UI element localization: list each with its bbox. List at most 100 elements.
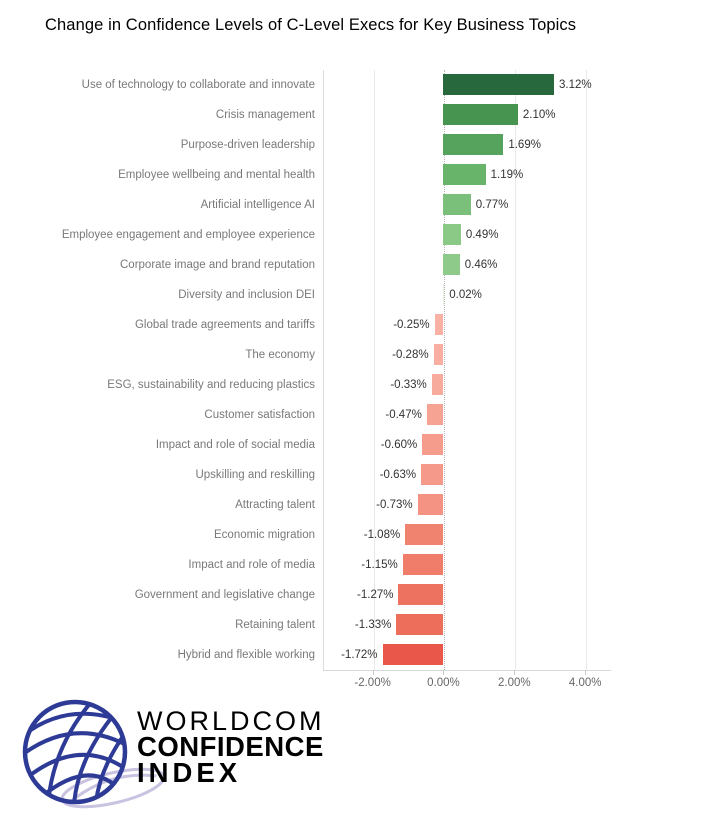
- axis-tick-mark: [514, 670, 516, 675]
- category-label[interactable]: Global trade agreements and tariffs: [134, 319, 315, 331]
- logo-index: INDEX: [137, 757, 242, 788]
- bar[interactable]: [443, 104, 518, 125]
- bar[interactable]: [443, 284, 445, 305]
- chart-row: ESG, sustainability and reducing plastic…: [0, 370, 610, 400]
- row-plot-area: -0.60%: [323, 430, 610, 460]
- row-plot-area: 0.02%: [323, 280, 610, 310]
- category-label[interactable]: Hybrid and flexible working: [177, 649, 315, 661]
- bar[interactable]: [443, 254, 460, 275]
- bar[interactable]: [431, 374, 444, 395]
- bar-value-label: -0.60%: [380, 439, 418, 451]
- bar-value-label: -1.72%: [341, 649, 378, 661]
- bar-value-label: -1.08%: [363, 529, 401, 541]
- chart-title: Change in Confidence Levels of C-Level E…: [45, 16, 577, 34]
- category-label[interactable]: Retaining talent: [235, 619, 315, 631]
- category-label[interactable]: Diversity and inclusion DEI: [178, 289, 315, 301]
- bar[interactable]: [402, 554, 444, 575]
- bar[interactable]: [443, 134, 504, 155]
- bar-value-label: -1.33%: [354, 619, 392, 631]
- logo-confidence: CONFIDENCE: [137, 731, 324, 762]
- chart-row: The economy -0.28%: [0, 340, 610, 370]
- axis-tick-mark: [372, 670, 374, 675]
- category-label[interactable]: Customer satisfaction: [204, 409, 315, 421]
- chart-row: Crisis management 2.10%: [0, 100, 610, 130]
- bar[interactable]: [443, 74, 555, 95]
- axis-tick-mark: [585, 670, 587, 675]
- category-label[interactable]: Employee engagement and employee experie…: [61, 229, 315, 241]
- bar[interactable]: [443, 224, 461, 245]
- chart-row: Upskilling and reskilling -0.63%: [0, 460, 610, 490]
- bar[interactable]: [426, 404, 444, 425]
- chart-row: Use of technology to collaborate and inn…: [0, 70, 610, 100]
- bar-value-label: 0.02%: [449, 289, 482, 301]
- globe-icon: [22, 699, 166, 809]
- chart-row: Customer satisfaction -0.47%: [0, 400, 610, 430]
- logo-worldcom: WORLDCOM: [137, 706, 325, 736]
- row-plot-area: -1.33%: [323, 610, 610, 640]
- row-plot-area: 0.46%: [323, 250, 610, 280]
- category-label[interactable]: Employee wellbeing and mental health: [118, 169, 315, 181]
- bar-value-label: -0.25%: [393, 319, 430, 331]
- category-label[interactable]: ESG, sustainability and reducing plastic…: [107, 379, 315, 391]
- row-plot-area: 1.69%: [323, 130, 610, 160]
- plot-grid: [323, 70, 611, 671]
- bar[interactable]: [405, 524, 444, 545]
- category-label[interactable]: Impact and role of media: [188, 559, 315, 571]
- row-plot-area: -0.63%: [323, 460, 610, 490]
- bar-value-label: 3.12%: [559, 79, 592, 91]
- bar-value-label: -0.73%: [376, 499, 413, 511]
- row-plot-area: -0.33%: [323, 370, 610, 400]
- bar-value-label: 0.46%: [464, 259, 498, 271]
- category-label[interactable]: Attracting talent: [235, 499, 315, 511]
- zero-line: [444, 70, 446, 670]
- bar[interactable]: [443, 194, 471, 215]
- bar-value-label: 1.69%: [508, 139, 541, 151]
- axis-tick-label: 2.00%: [498, 677, 531, 689]
- bar-chart: Use of technology to collaborate and inn…: [0, 70, 611, 671]
- bar[interactable]: [434, 314, 444, 335]
- chart-row: Employee engagement and employee experie…: [0, 220, 610, 250]
- bar[interactable]: [433, 344, 444, 365]
- x-axis: -2.00% 0.00% 2.00% 4.00%: [323, 670, 610, 700]
- category-label[interactable]: Impact and role of social media: [155, 439, 315, 451]
- logo-text: WORLDCOM CONFIDENCE INDEX: [137, 706, 325, 788]
- bar[interactable]: [421, 464, 444, 485]
- category-label[interactable]: Upskilling and reskilling: [195, 469, 315, 481]
- row-plot-area: 3.12%: [323, 70, 610, 100]
- axis-tick-label: 0.00%: [427, 677, 460, 689]
- bar[interactable]: [382, 644, 444, 665]
- category-label[interactable]: Use of technology to collaborate and inn…: [81, 79, 315, 91]
- row-plot-area: -1.27%: [323, 580, 610, 610]
- bar-value-label: 1.19%: [490, 169, 524, 181]
- chart-row: Corporate image and brand reputation 0.46…: [0, 250, 610, 280]
- chart-row: Impact and role of media -1.15%: [0, 550, 610, 580]
- category-label[interactable]: Artificial intelligence AI: [200, 199, 315, 211]
- chart-row: Diversity and inclusion DEI 0.02%: [0, 280, 610, 310]
- gridline: [586, 70, 588, 670]
- chart-row: Global trade agreements and tariffs -0.25…: [0, 310, 610, 340]
- bar[interactable]: [417, 494, 444, 515]
- bar[interactable]: [396, 614, 444, 635]
- row-plot-area: 0.77%: [323, 190, 610, 220]
- chart-row: Economic migration -1.08%: [0, 520, 610, 550]
- axis-tick-mark: [443, 670, 445, 675]
- bar[interactable]: [398, 584, 444, 605]
- category-label[interactable]: Corporate image and brand reputation: [120, 259, 315, 271]
- row-plot-area: 2.10%: [323, 100, 610, 130]
- chart-row: Retaining talent -1.33%: [0, 610, 610, 640]
- row-plot-area: -0.28%: [323, 340, 610, 370]
- row-plot-area: -0.73%: [323, 490, 610, 520]
- worldcom-confidence-index-logo: WORLDCOM CONFIDENCE INDEX: [0, 692, 420, 817]
- bar[interactable]: [422, 434, 444, 455]
- category-label[interactable]: The economy: [245, 349, 315, 361]
- chart-row: Impact and role of social media -0.60%: [0, 430, 610, 460]
- category-label[interactable]: Economic migration: [214, 529, 315, 541]
- category-label[interactable]: Purpose-driven leadership: [180, 139, 315, 151]
- bar-value-label: 0.49%: [465, 229, 499, 241]
- category-label[interactable]: Crisis management: [215, 109, 315, 121]
- row-plot-area: -1.08%: [323, 520, 610, 550]
- bar[interactable]: [443, 164, 486, 185]
- row-plot-area: -1.72%: [323, 640, 610, 670]
- chart-rows: Use of technology to collaborate and inn…: [0, 70, 610, 670]
- category-label[interactable]: Government and legislative change: [134, 589, 315, 601]
